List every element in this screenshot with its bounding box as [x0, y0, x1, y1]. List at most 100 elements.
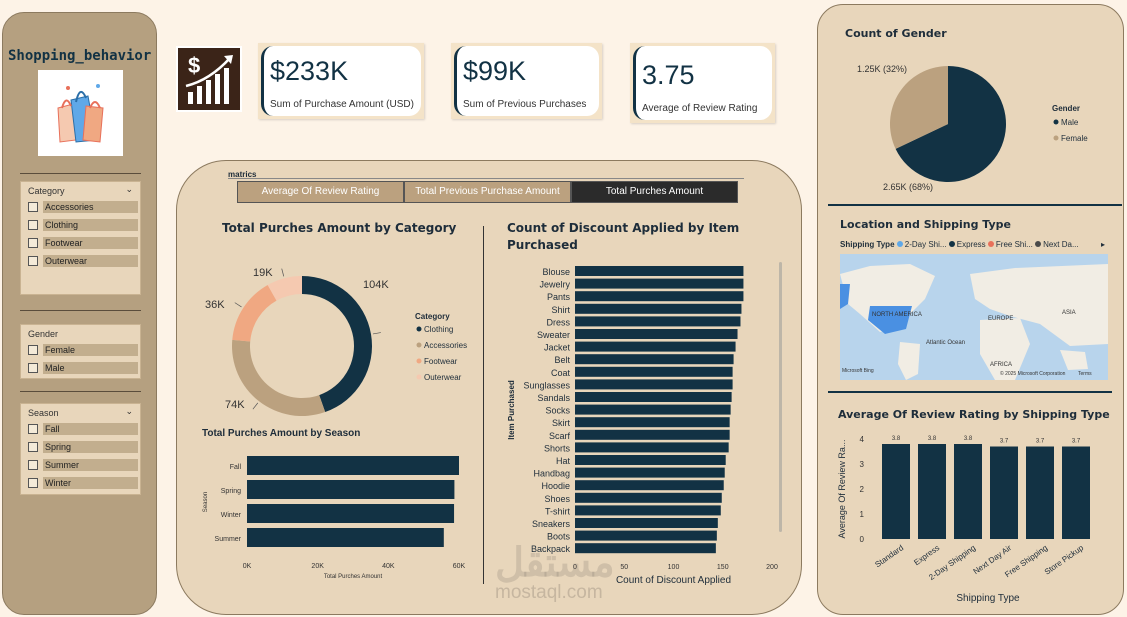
- tick-label: 150: [717, 564, 729, 571]
- axis-title: Average Of Review Ra...: [837, 440, 847, 539]
- kpi-card-previous-purchases: $99K Sum of Previous Purchases: [451, 43, 602, 119]
- tick-label: 50: [620, 564, 628, 571]
- bar: [575, 442, 729, 453]
- tick-label: 60K: [453, 563, 466, 570]
- season-bar-chart: Fall Spring Winter Summer 0K 20K 40K 60K Total P…: [203, 456, 466, 580]
- slicer-title: Gender: [28, 329, 59, 339]
- tick-label: 20K: [311, 563, 324, 570]
- kpi-value: $99K: [463, 56, 527, 86]
- map-label: AFRICA: [990, 362, 1013, 368]
- chart-title: Total Purches Amount by Category: [222, 221, 457, 235]
- category-label: Shorts: [544, 443, 571, 453]
- legend-dot: [416, 326, 422, 332]
- gender-pie-chart: 2.65K (68%) 1.25K (32%) Gender Male Female: [857, 64, 1088, 192]
- bar: [575, 341, 736, 352]
- bar: [247, 480, 455, 499]
- dot-icon: [987, 241, 994, 247]
- category-label: Scarf: [549, 431, 571, 441]
- legend-title: Category: [415, 312, 450, 321]
- bar: [918, 444, 946, 539]
- category-label: Hat: [556, 456, 571, 466]
- data-label: 1.25K (32%): [857, 64, 907, 74]
- checkbox[interactable]: [28, 202, 38, 212]
- slicer-gender: Gender Female Male: [20, 324, 141, 379]
- tab-average-review-rating[interactable]: Average Of Review Rating: [237, 181, 404, 203]
- checkbox[interactable]: [28, 238, 38, 248]
- world-map[interactable]: NORTH AMERICA EUROPE ASIA Atlantic Ocean…: [840, 254, 1108, 380]
- dot-icon: [948, 241, 955, 247]
- bar: [575, 316, 741, 327]
- bar: [575, 392, 732, 402]
- donut-slice: [232, 284, 277, 342]
- watermark-arabic: مستقل: [495, 541, 615, 585]
- legend-dot: [416, 342, 422, 348]
- category-label: T-shirt: [545, 506, 571, 516]
- category-label: Summer: [215, 536, 242, 543]
- legend-item: Free Shi...: [987, 240, 1033, 249]
- category-label: Spring: [221, 488, 241, 495]
- checkbox[interactable]: [28, 220, 38, 230]
- slicer-title: Season: [28, 408, 59, 418]
- category-label: Boots: [547, 532, 571, 542]
- chevron-right-icon[interactable]: ▸: [1101, 240, 1106, 249]
- tab-total-previous-purchase[interactable]: Total Previous Purchase Amount: [404, 181, 571, 203]
- chevron-down-icon[interactable]: ⌄: [125, 184, 133, 194]
- legend-label: Accessories: [424, 341, 467, 350]
- bar: [575, 379, 733, 390]
- legend-title: Shipping Type: [840, 240, 895, 249]
- tab-total-purchase-amount[interactable]: Total Purches Amount: [571, 181, 738, 203]
- axis-title: Total Purches Amount: [324, 574, 383, 580]
- checkbox[interactable]: [28, 363, 38, 373]
- kpi-card-purchase-amount: $233K Sum of Purchase Amount (USD): [258, 43, 424, 119]
- bar: [575, 417, 730, 428]
- checkbox[interactable]: [28, 256, 38, 266]
- bar: [575, 530, 717, 541]
- category-label: Fall: [230, 464, 242, 471]
- checkbox[interactable]: [28, 345, 38, 355]
- category-donut-chart: 104K 74K 36K 19K Category Clothing Accessories…: [205, 267, 467, 416]
- category-label: Dress: [546, 317, 570, 327]
- chevron-down-icon[interactable]: ⌄: [125, 406, 133, 416]
- checkbox[interactable]: [28, 424, 38, 434]
- dashboard-title: Shopping_behavior: [8, 48, 152, 64]
- bar: [1026, 446, 1054, 539]
- map-terms[interactable]: Terms: [1078, 371, 1092, 377]
- bar: [575, 492, 722, 503]
- donut-slice: [232, 339, 326, 416]
- category-label: Winter: [221, 512, 242, 519]
- checkbox[interactable]: [28, 478, 38, 488]
- tick-label: 0K: [243, 563, 252, 570]
- legend-label: Male: [1061, 118, 1079, 127]
- legend-item: Express: [948, 240, 986, 249]
- category-label: Pants: [547, 292, 571, 302]
- kpi-card-review-rating: 3.75 Average of Review Rating: [630, 43, 775, 123]
- leader-line: [372, 332, 381, 335]
- category-label: Sweater: [537, 330, 570, 340]
- tick-label: 1: [860, 510, 865, 519]
- category-label: Sneakers: [532, 519, 571, 529]
- legend-item: 2-Day Shi...: [896, 240, 947, 249]
- divider: [20, 173, 141, 174]
- scrollbar: [779, 262, 782, 532]
- checkbox[interactable]: [28, 442, 38, 452]
- leader-line: [281, 268, 285, 277]
- bar: [575, 404, 731, 415]
- bar: [575, 278, 744, 289]
- tick-label: 0: [573, 564, 577, 571]
- bar: [247, 504, 455, 523]
- kpi-value: $233K: [270, 56, 349, 86]
- legend-dot: [1053, 119, 1059, 125]
- checkbox[interactable]: [28, 460, 38, 470]
- legend-title: Gender: [1052, 104, 1080, 113]
- bar: [575, 366, 733, 377]
- chart-title: Count of Gender: [845, 27, 947, 40]
- category-label: Coat: [551, 368, 571, 378]
- data-label: 104K: [363, 279, 389, 291]
- map-legend: Shipping Type 2-Day Shi... Express Free …: [840, 240, 1110, 249]
- option-label: Male: [43, 362, 138, 374]
- category-label: Jewelry: [539, 280, 570, 290]
- legend-label: Outerwear: [424, 373, 462, 382]
- kpi-value: 3.75: [642, 60, 695, 90]
- option-label: Outerwear: [43, 255, 138, 267]
